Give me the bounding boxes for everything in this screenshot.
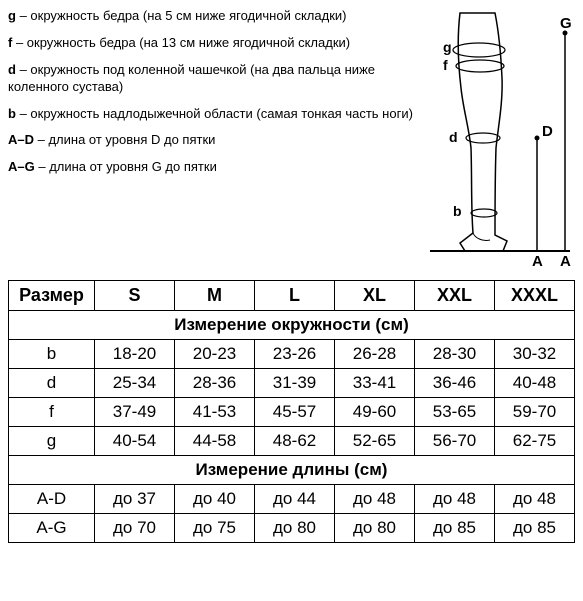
table-cell: 31-39 — [255, 369, 335, 398]
table-cell: 30-32 — [495, 340, 575, 369]
definition-item: d – окружность под коленной чашечкой (на… — [8, 62, 417, 96]
definition-text: – окружность бедра (на 5 см ниже ягодичн… — [16, 8, 347, 23]
table-row: f37-4941-5345-5749-6053-6559-70 — [9, 398, 575, 427]
row-label: g — [9, 427, 95, 456]
definition-key: d — [8, 62, 16, 77]
leg-diagram: g f d b G D A A — [425, 8, 575, 268]
table-cell: до 80 — [335, 514, 415, 543]
row-label: A-G — [9, 514, 95, 543]
col-header-label: Размер — [9, 281, 95, 311]
diagram-label-d: d — [449, 129, 458, 145]
table-cell: 28-30 — [415, 340, 495, 369]
row-label: f — [9, 398, 95, 427]
table-cell: до 44 — [255, 485, 335, 514]
col-header-size: XXXL — [495, 281, 575, 311]
table-row: g40-5444-5848-6252-6556-7062-75 — [9, 427, 575, 456]
table-cell: 23-26 — [255, 340, 335, 369]
table-cell: до 85 — [495, 514, 575, 543]
diagram-label-A2: A — [560, 253, 571, 268]
table-cell: 48-62 — [255, 427, 335, 456]
definition-item: b – окружность надлодыжечной области (са… — [8, 106, 417, 123]
definition-text: – окружность бедра (на 13 см ниже ягодич… — [12, 35, 350, 50]
table-cell: 52-65 — [335, 427, 415, 456]
table-header-row: РазмерSMLXLXXLXXXL — [9, 281, 575, 311]
section-title: Измерение длины (см) — [9, 456, 575, 485]
definition-item: f – окружность бедра (на 13 см ниже ягод… — [8, 35, 417, 52]
table-cell: 26-28 — [335, 340, 415, 369]
section-title-row: Измерение длины (см) — [9, 456, 575, 485]
definition-key: b — [8, 106, 16, 121]
col-header-size: S — [95, 281, 175, 311]
row-label: d — [9, 369, 95, 398]
table-cell: до 37 — [95, 485, 175, 514]
definition-key: A–D — [8, 132, 34, 147]
table-cell: 44-58 — [175, 427, 255, 456]
definition-text: – окружность надлодыжечной области (сама… — [16, 106, 413, 121]
diagram-label-f: f — [443, 57, 448, 73]
definition-text: – окружность под коленной чашечкой (на д… — [8, 62, 375, 94]
table-cell: до 85 — [415, 514, 495, 543]
top-section: g – окружность бедра (на 5 см ниже ягоди… — [8, 8, 575, 268]
table-cell: 37-49 — [95, 398, 175, 427]
table-cell: 25-34 — [95, 369, 175, 398]
diagram-label-b: b — [453, 203, 462, 219]
definition-item: A–D – длина от уровня D до пятки — [8, 132, 417, 149]
col-header-size: L — [255, 281, 335, 311]
table-cell: 41-53 — [175, 398, 255, 427]
table-cell: 45-57 — [255, 398, 335, 427]
diagram-label-G: G — [560, 15, 572, 32]
table-cell: до 80 — [255, 514, 335, 543]
table-row: d25-3428-3631-3933-4136-4640-48 — [9, 369, 575, 398]
definition-item: A–G – длина от уровня G до пятки — [8, 159, 417, 176]
col-header-size: XXL — [415, 281, 495, 311]
table-row: A-Dдо 37до 40до 44до 48до 48до 48 — [9, 485, 575, 514]
col-header-size: M — [175, 281, 255, 311]
table-cell: 20-23 — [175, 340, 255, 369]
size-table: РазмерSMLXLXXLXXXL Измерение окружности … — [8, 280, 575, 543]
table-cell: 49-60 — [335, 398, 415, 427]
table-cell: 59-70 — [495, 398, 575, 427]
table-cell: 36-46 — [415, 369, 495, 398]
diagram-label-D: D — [542, 123, 553, 140]
row-label: b — [9, 340, 95, 369]
table-cell: 62-75 — [495, 427, 575, 456]
table-cell: 53-65 — [415, 398, 495, 427]
table-body: Измерение окружности (см)b18-2020-2323-2… — [9, 311, 575, 543]
diagram-label-A1: A — [532, 253, 543, 268]
table-cell: 33-41 — [335, 369, 415, 398]
definitions-list: g – окружность бедра (на 5 см ниже ягоди… — [8, 8, 417, 268]
table-cell: 28-36 — [175, 369, 255, 398]
table-cell: 56-70 — [415, 427, 495, 456]
table-cell: 18-20 — [95, 340, 175, 369]
col-header-size: XL — [335, 281, 415, 311]
section-title: Измерение окружности (см) — [9, 311, 575, 340]
row-label: A-D — [9, 485, 95, 514]
table-cell: до 48 — [495, 485, 575, 514]
diagram-label-g: g — [443, 39, 452, 55]
definition-key: g — [8, 8, 16, 23]
definition-text: – длина от уровня G до пятки — [35, 159, 217, 174]
definition-text: – длина от уровня D до пятки — [34, 132, 215, 147]
table-cell: до 70 — [95, 514, 175, 543]
table-row: A-Gдо 70до 75до 80до 80до 85до 85 — [9, 514, 575, 543]
section-title-row: Измерение окружности (см) — [9, 311, 575, 340]
definition-key: A–G — [8, 159, 35, 174]
table-row: b18-2020-2323-2626-2828-3030-32 — [9, 340, 575, 369]
definition-item: g – окружность бедра (на 5 см ниже ягоди… — [8, 8, 417, 25]
table-cell: 40-48 — [495, 369, 575, 398]
table-cell: до 40 — [175, 485, 255, 514]
table-cell: до 75 — [175, 514, 255, 543]
table-cell: до 48 — [335, 485, 415, 514]
table-cell: до 48 — [415, 485, 495, 514]
table-cell: 40-54 — [95, 427, 175, 456]
